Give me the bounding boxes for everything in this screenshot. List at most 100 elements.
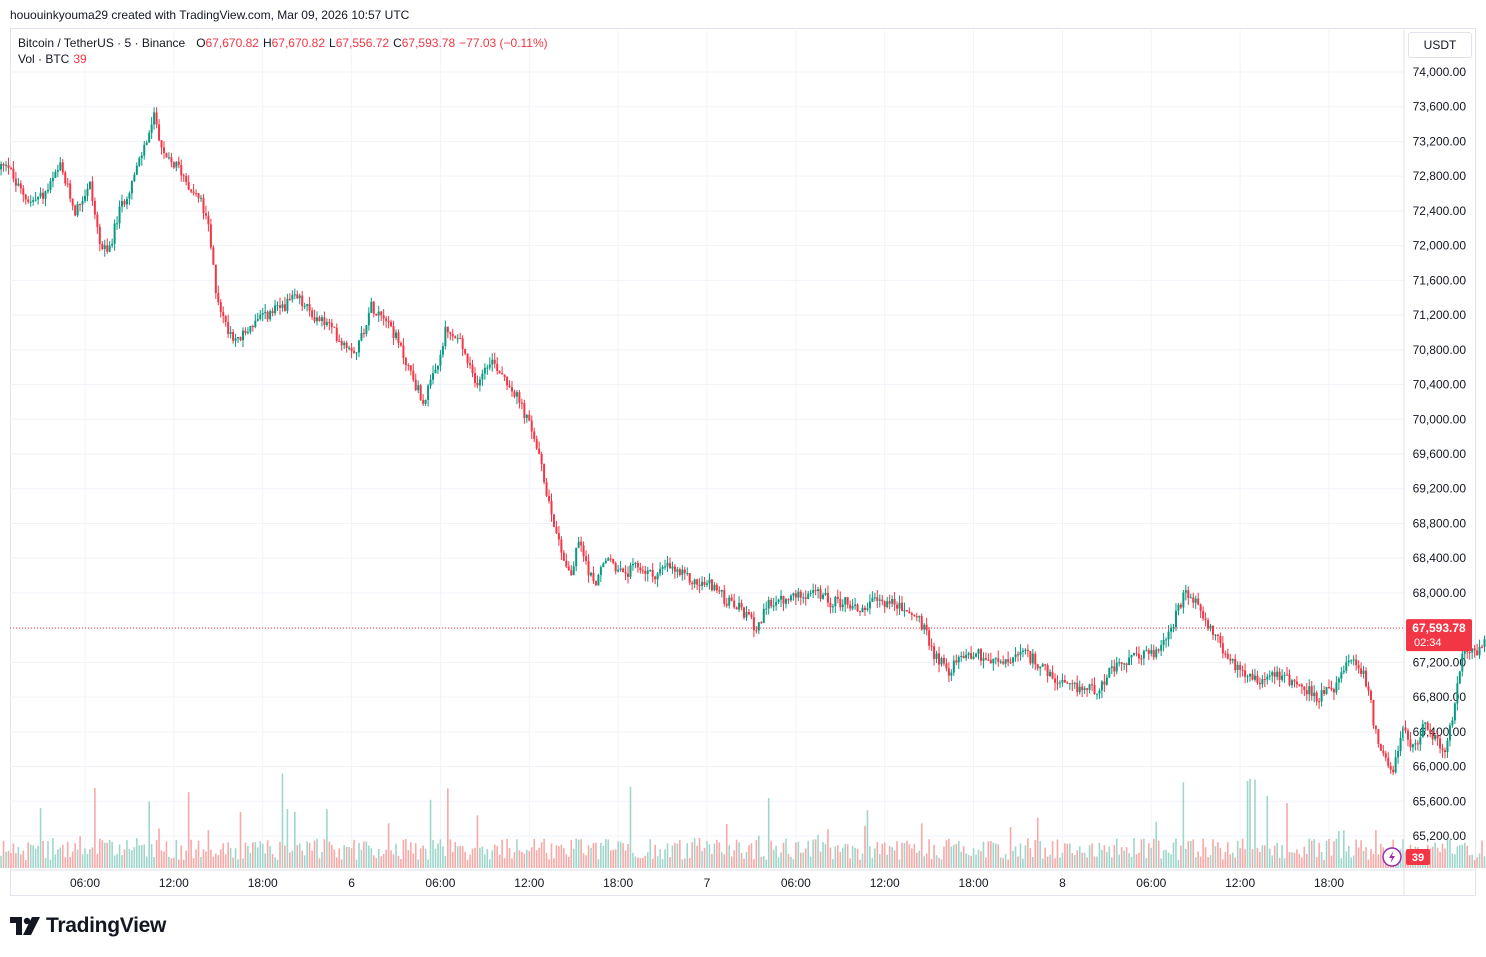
volume-bar xyxy=(1224,851,1227,868)
candle-body xyxy=(1399,737,1402,752)
volume-bar xyxy=(170,858,173,868)
candle-body xyxy=(135,165,138,175)
candle-body xyxy=(826,592,829,603)
candle-body xyxy=(898,602,901,609)
countdown-label: 02:34 xyxy=(1414,637,1442,649)
volume-bar xyxy=(1402,839,1404,868)
volume-bar xyxy=(953,844,955,868)
candle-body xyxy=(743,607,746,618)
candle-body xyxy=(1389,766,1392,770)
volume-bar xyxy=(750,843,753,868)
volume-bar xyxy=(7,850,10,868)
candle-body xyxy=(555,526,558,534)
x-tick-label: 18:00 xyxy=(1314,876,1344,890)
candle-body xyxy=(145,142,148,145)
candle-body xyxy=(792,593,795,596)
candle-body xyxy=(688,573,691,583)
volume-bar xyxy=(814,839,817,868)
volume-bar xyxy=(696,845,698,868)
candle-body xyxy=(1466,651,1469,653)
candle-body xyxy=(1226,653,1229,659)
volume-label[interactable]: Vol · BTC xyxy=(18,52,70,66)
volume-badge xyxy=(1406,849,1430,865)
volume-bar xyxy=(1061,852,1064,868)
candle-body xyxy=(29,201,32,203)
volume-bar xyxy=(605,839,607,868)
candle-body xyxy=(434,369,437,374)
volume-bar xyxy=(44,858,47,868)
candle-body xyxy=(1019,651,1022,655)
candle-body xyxy=(244,330,247,334)
candle-body xyxy=(1165,639,1168,641)
volume-bar xyxy=(1194,857,1197,868)
symbol-title[interactable]: Bitcoin / TetherUS · 5 · Binance xyxy=(18,36,186,50)
y-tick-label: 66,400.00 xyxy=(1413,725,1467,739)
currency-selector[interactable]: USDT xyxy=(1408,32,1472,58)
candle-body xyxy=(710,579,713,591)
volume-bar xyxy=(893,850,896,868)
candle-body xyxy=(856,604,859,612)
candle-body xyxy=(518,392,521,403)
volume-bar xyxy=(1288,851,1291,868)
volume-bar xyxy=(911,848,913,868)
volume-bar xyxy=(96,854,99,868)
candle-body xyxy=(451,333,454,337)
volume-bar xyxy=(861,853,864,868)
volume-bar xyxy=(563,848,565,868)
candle-body xyxy=(703,581,706,585)
candle-body xyxy=(972,656,975,659)
volume-bar xyxy=(1468,855,1471,868)
volume-bar xyxy=(1261,845,1264,868)
volume-bar xyxy=(24,859,27,868)
volume-bar xyxy=(580,839,582,868)
candle-body xyxy=(928,630,931,646)
candle-body xyxy=(375,313,378,316)
volume-bar xyxy=(799,852,802,868)
volume-bar xyxy=(735,839,738,868)
volume-bar xyxy=(832,859,834,868)
candle-body xyxy=(427,385,430,400)
candle-body xyxy=(1313,692,1316,697)
volume-bar xyxy=(76,849,79,868)
candle-body xyxy=(938,653,941,665)
candle-body xyxy=(984,658,987,660)
candle-body xyxy=(432,373,435,380)
volume-bar xyxy=(1009,827,1012,868)
volume-bar xyxy=(676,843,679,868)
volume-bar xyxy=(738,842,740,868)
candle-body xyxy=(1118,662,1121,664)
volume-bar xyxy=(1219,847,1222,868)
volume-bar xyxy=(1160,858,1162,868)
volume-bar xyxy=(572,848,575,868)
candle-body xyxy=(1350,660,1353,662)
candle-body xyxy=(1061,680,1064,683)
candle-body xyxy=(498,371,501,374)
low-value: 67,556.72 xyxy=(335,36,390,50)
candle-body xyxy=(1150,650,1153,654)
candle-body xyxy=(999,661,1002,663)
candle-body xyxy=(0,164,3,170)
candle-body xyxy=(893,598,896,605)
candle-body xyxy=(1305,690,1308,695)
volume-bar xyxy=(730,856,733,868)
candle-body xyxy=(636,562,639,568)
candle-body xyxy=(1063,680,1066,683)
candle-body xyxy=(1342,670,1345,673)
candle-body xyxy=(755,630,758,632)
volume-bar xyxy=(1125,847,1128,868)
candle-body xyxy=(414,379,417,391)
candle-body xyxy=(809,592,812,594)
volume-bar xyxy=(666,843,669,868)
candle-body xyxy=(1105,677,1108,685)
volume-bar xyxy=(360,849,363,868)
candle-body xyxy=(217,293,220,303)
volume-bar xyxy=(854,847,856,868)
candle-body xyxy=(770,599,773,607)
volume-bar xyxy=(795,842,797,868)
candle-body xyxy=(197,193,200,199)
volume-bar xyxy=(758,835,760,868)
candle-body xyxy=(251,326,254,328)
candle-body xyxy=(71,198,74,206)
volume-bar xyxy=(227,842,229,868)
